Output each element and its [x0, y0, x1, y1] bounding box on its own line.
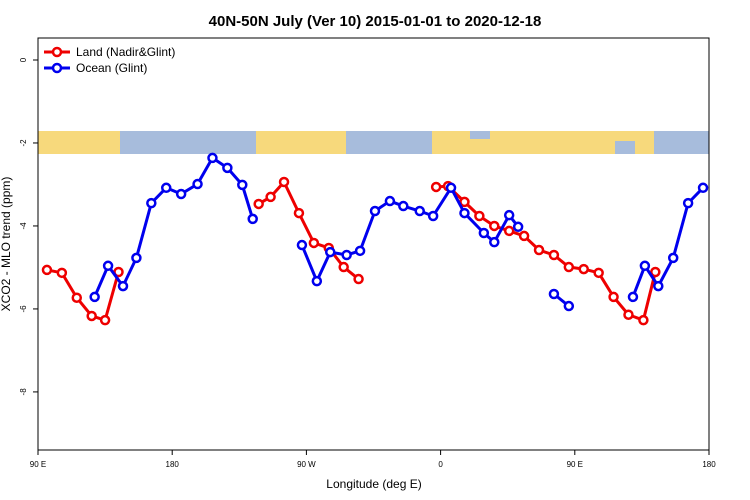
data-point — [308, 237, 320, 249]
data-point — [489, 236, 500, 248]
legend-marker — [51, 62, 63, 74]
legend-marker — [51, 46, 63, 58]
data-point — [503, 209, 515, 221]
data-point — [563, 300, 575, 312]
data-point — [278, 176, 290, 188]
data-point — [430, 181, 442, 193]
data-point — [341, 249, 352, 261]
data-point — [247, 213, 258, 225]
data-point — [608, 291, 619, 303]
data-point — [398, 200, 409, 212]
data-point — [353, 273, 364, 285]
data-point — [414, 205, 425, 217]
data-point — [478, 227, 490, 239]
map-strip — [38, 131, 709, 154]
data-point — [427, 210, 439, 222]
data-point — [667, 252, 679, 264]
data-point — [311, 275, 323, 287]
data-point — [175, 188, 187, 200]
data-point — [627, 291, 639, 303]
data-point — [71, 292, 83, 303]
y-axis-label: XCO2 - MLO trend (ppm) — [0, 177, 13, 312]
data-point — [338, 261, 349, 273]
x-axis-label: Longitude (deg E) — [326, 477, 421, 491]
data-point — [697, 182, 709, 194]
data-point — [445, 182, 457, 194]
data-point — [160, 182, 172, 194]
y-tick-label: -2 — [19, 139, 28, 147]
y-tick-label: -6 — [19, 305, 28, 313]
data-point — [459, 196, 470, 208]
data-point — [682, 197, 694, 209]
data-point — [99, 314, 111, 326]
data-point — [117, 280, 129, 292]
data-point — [56, 267, 68, 279]
plot-frame — [37, 37, 710, 451]
data-point — [533, 244, 545, 256]
x-tick-label: 90 E — [567, 460, 583, 469]
y-tick-label: -4 — [19, 222, 28, 230]
data-point — [192, 178, 203, 190]
data-point — [489, 220, 500, 232]
x-tick-label: 90 W — [297, 460, 316, 469]
series-line — [93, 156, 705, 308]
legend-label: Land (Nadir&Glint) — [76, 45, 175, 59]
data-point — [563, 261, 575, 273]
data-point — [222, 162, 233, 174]
x-tick-label: 0 — [438, 460, 443, 469]
data-point — [131, 252, 142, 264]
x-tick-label: 180 — [166, 460, 180, 469]
data-point — [265, 191, 276, 203]
data-point — [113, 266, 124, 278]
data-point — [459, 207, 470, 219]
data-point — [253, 198, 264, 210]
data-point — [41, 264, 53, 276]
data-point — [638, 314, 649, 326]
data-point — [548, 249, 560, 261]
y-tick-label: 0 — [19, 57, 28, 62]
data-point — [518, 230, 530, 242]
data-point — [369, 205, 381, 217]
data-point — [86, 310, 97, 322]
data-point — [354, 245, 366, 257]
x-tick-label: 90 E — [30, 460, 46, 469]
data-point — [650, 266, 661, 278]
chart-title: 40N-50N July (Ver 10) 2015-01-01 to 2020… — [209, 13, 542, 30]
data-point — [593, 267, 604, 279]
data-point — [503, 225, 515, 237]
data-point — [548, 288, 560, 300]
data-point — [512, 221, 524, 233]
data-point — [296, 239, 308, 251]
data-point — [474, 210, 485, 222]
data-point — [623, 309, 634, 320]
x-tick-label: 180 — [702, 460, 716, 469]
data-point — [146, 197, 157, 209]
data-point — [237, 179, 248, 191]
data-point — [102, 260, 114, 272]
data-point — [639, 260, 651, 272]
data-point — [207, 152, 218, 164]
data-point — [293, 207, 305, 219]
data-point — [89, 291, 100, 303]
legend-label: Ocean (Glint) — [76, 61, 147, 75]
y-tick-label: -8 — [19, 388, 28, 396]
plot-area — [41, 152, 709, 326]
data-point — [653, 280, 664, 292]
data-point — [325, 246, 336, 258]
data-point — [384, 195, 396, 207]
data-point — [578, 263, 589, 275]
